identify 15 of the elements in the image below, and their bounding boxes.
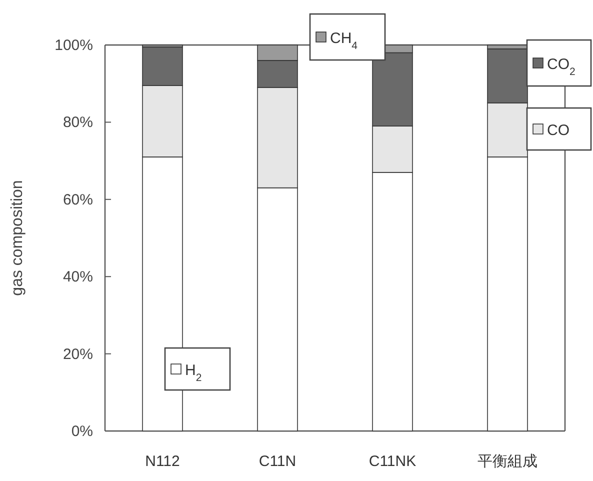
x-tick-label: 平衡組成: [478, 453, 538, 470]
legend-label: CH$_{4}$: [330, 30, 358, 52]
x-tick-label: C11N: [258, 453, 296, 470]
y-tick-label: 40%: [62, 268, 93, 286]
x-tick-label: C11NK: [368, 453, 416, 470]
y-tick-label: 20%: [62, 346, 93, 363]
y-axis-title: gas composition: [9, 180, 26, 296]
y-tick-label: 80%: [62, 114, 93, 132]
legend-label: CO$_{2}$: [547, 56, 576, 78]
y-tick-label: 60%: [62, 191, 93, 208]
legend-label: H$_{2}$: [185, 362, 202, 384]
y-tick-label: 100%: [54, 37, 93, 54]
y-tick-label: 0%: [71, 423, 93, 440]
x-tick-label: N112: [145, 453, 180, 470]
legend-label: CO: [547, 122, 570, 139]
